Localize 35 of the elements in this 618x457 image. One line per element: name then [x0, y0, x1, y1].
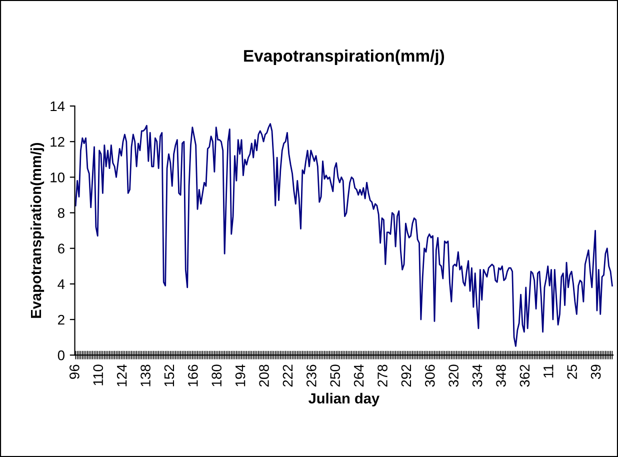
x-tick-label: 292: [401, 364, 412, 387]
x-tick-label: 362: [520, 364, 530, 387]
x-tick-label: 194: [235, 364, 246, 386]
x-tick-label: 306: [424, 364, 435, 387]
x-tick-label: 180: [212, 364, 222, 386]
x-tick-label: 39: [590, 364, 601, 380]
y-tick-label: 8: [58, 208, 64, 218]
x-tick-label: 334: [472, 364, 482, 387]
y-tick-label: 14: [50, 102, 65, 112]
x-tick-label: 250: [330, 364, 340, 387]
chart-title: Evapotranspiration(mm/j): [244, 50, 444, 66]
x-tick-label: 348: [496, 364, 506, 387]
y-tick-label: 0: [58, 350, 65, 360]
x-tick-label: 236: [306, 364, 316, 387]
x-tick-label: 96: [70, 364, 80, 379]
x-tick-label: 166: [188, 364, 198, 386]
x-tick-label: 208: [259, 364, 269, 387]
x-tick-label: 152: [164, 364, 174, 386]
line-series: [74, 123, 613, 347]
x-tick-label: 264: [354, 364, 364, 387]
x-tick-label: 222: [282, 364, 292, 387]
x-tick-label: 138: [140, 364, 150, 386]
y-axis-title: Evapotranspiration(mm/j): [30, 142, 44, 318]
y-tick-label: 10: [50, 172, 65, 182]
x-tick-label: 278: [378, 364, 388, 387]
y-tick-label: 2: [58, 314, 64, 325]
x-tick-label: 320: [448, 364, 459, 387]
x-tick-label: 25: [567, 364, 578, 379]
x-tick-label: 124: [116, 364, 127, 386]
x-tick-label: 11: [544, 364, 554, 378]
y-tick-label: 4: [58, 279, 65, 289]
x-tick-label: 110: [93, 364, 104, 386]
y-tick-label: 12: [50, 136, 64, 147]
y-tick-label: 6: [58, 244, 64, 254]
x-axis-title: Julian day: [308, 392, 380, 406]
